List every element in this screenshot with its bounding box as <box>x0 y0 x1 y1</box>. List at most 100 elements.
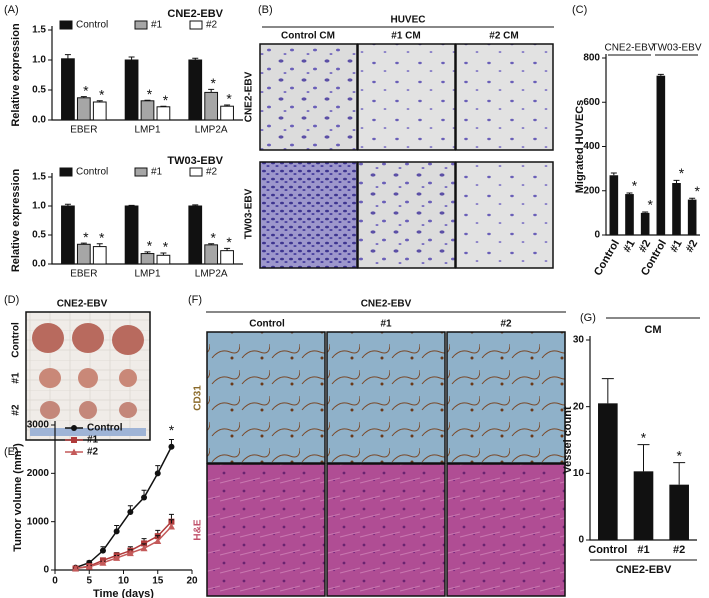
error-bar <box>224 104 231 107</box>
x-tick-label: Control <box>588 544 627 556</box>
y-tick-label: 1.0 <box>32 201 46 212</box>
bar <box>640 212 650 235</box>
legend-swatch <box>189 167 203 177</box>
section <box>446 331 566 464</box>
y-tick-label: 1.0 <box>32 55 46 66</box>
row-label: TW03-EBV <box>244 188 255 239</box>
error-bar <box>128 56 135 60</box>
row-label: #1 <box>11 372 22 384</box>
micrograph <box>455 161 554 269</box>
x-tick-label: #1 <box>637 544 649 556</box>
error-bar <box>208 243 215 245</box>
significance: * <box>210 75 216 91</box>
error-bar <box>64 203 71 206</box>
y-tick-label: 30 <box>573 335 585 346</box>
marker <box>154 470 161 477</box>
legend-swatch <box>189 20 203 30</box>
column-label: #2 <box>500 319 512 330</box>
panel-title: CNE2-EBV <box>57 299 108 310</box>
bar <box>76 243 91 265</box>
x-tick-label: 20 <box>186 576 198 587</box>
micrograph <box>357 161 456 269</box>
x-tick-label: EBER <box>70 269 97 280</box>
panel-label: (B) <box>258 4 273 16</box>
tumor <box>78 368 98 388</box>
error-bar <box>96 100 103 102</box>
group-label: TW03-EBV <box>651 43 701 54</box>
panel-label: (D) <box>4 294 19 306</box>
x-axis-label: CNE2-EBV <box>616 564 672 576</box>
bar <box>92 246 107 265</box>
sections <box>206 331 566 597</box>
x-tick-label: LMP1 <box>134 125 161 136</box>
y-tick-label: 2000 <box>27 468 50 479</box>
axes <box>605 54 700 236</box>
significance: * <box>679 165 685 181</box>
x-axis-label: CM <box>644 324 661 336</box>
legend-marker <box>71 437 77 443</box>
bar <box>156 254 171 265</box>
tumor <box>112 325 144 355</box>
x-tick-label: LMP2A <box>195 125 228 136</box>
y-tick-label: 0.0 <box>32 259 46 270</box>
y-tick-label: 0.5 <box>32 85 46 96</box>
legend-label: Control <box>87 423 123 434</box>
error-bar <box>144 251 151 254</box>
y-axis-label: Relative expression <box>10 169 22 273</box>
section <box>326 463 446 597</box>
y-tick-label: 10 <box>573 468 585 479</box>
y-tick-label: 3000 <box>27 420 50 431</box>
marker <box>154 537 162 544</box>
y-tick-label: 800 <box>583 53 600 64</box>
row-label: Control <box>11 322 22 358</box>
error-bar <box>64 54 71 59</box>
y-axis-label: Tumor volume (mm³) <box>12 443 24 552</box>
x-tick-label: #2 <box>637 238 654 255</box>
significance: * <box>226 91 232 107</box>
legend-label: #2 <box>206 20 218 31</box>
y-axis-label: Relative expression <box>10 23 22 127</box>
marker <box>99 559 107 566</box>
significance: * <box>99 229 105 245</box>
error-bar <box>642 211 649 213</box>
y-tick-label: 1.5 <box>32 25 46 36</box>
panel-label: (A) <box>4 4 19 16</box>
bar <box>609 175 619 235</box>
x-tick-label: 15 <box>152 576 164 587</box>
error-bar <box>144 99 151 101</box>
bar <box>220 105 234 121</box>
significance: * <box>83 82 89 98</box>
legend-label: #1 <box>151 20 163 31</box>
error-bar <box>626 192 633 195</box>
significance: * <box>169 422 175 438</box>
bar <box>76 97 91 121</box>
error-bar <box>160 252 167 256</box>
tumor <box>72 323 104 353</box>
micrographs <box>259 43 554 269</box>
bar <box>625 194 634 235</box>
significance: * <box>147 86 153 102</box>
ruler <box>30 428 146 436</box>
marker <box>141 494 148 501</box>
x-tick-label: LMP2A <box>195 269 228 280</box>
y-tick-label: 0 <box>43 565 49 576</box>
x-tick-label: EBER <box>70 125 97 136</box>
y-tick-label: 0 <box>594 230 600 241</box>
x-axis-label: Time (days) <box>93 588 154 598</box>
significance: * <box>99 87 105 103</box>
panel-label: (E) <box>4 446 19 458</box>
error-bar <box>673 462 686 485</box>
marker <box>140 544 148 552</box>
row-label: CNE2-EBV <box>244 71 255 122</box>
significance: * <box>694 183 700 199</box>
tumor <box>40 401 60 419</box>
y-tick-label: 400 <box>583 141 600 152</box>
legend-label: #1 <box>151 167 163 178</box>
significance: * <box>163 92 169 108</box>
series-line <box>75 446 173 569</box>
bar <box>687 199 697 235</box>
tumor <box>119 402 137 418</box>
micrograph <box>259 43 358 151</box>
bar <box>188 205 203 265</box>
